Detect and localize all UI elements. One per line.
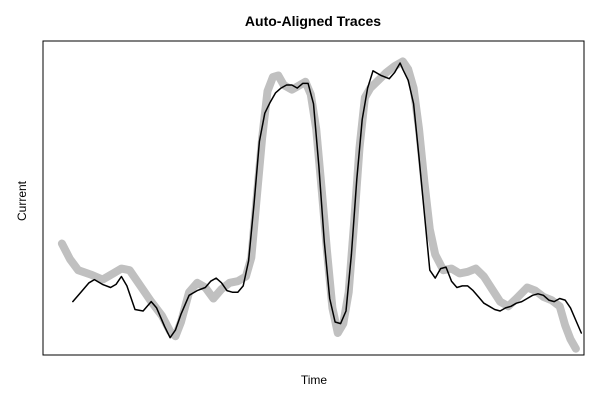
plot-frame: [42, 40, 585, 356]
y-axis-label: Current: [15, 180, 29, 221]
series-layer: [57, 57, 583, 353]
x-axis-label: Time: [301, 373, 328, 387]
chart-title: Auto-Aligned Traces: [245, 13, 381, 29]
trace-thick-gray: [57, 57, 580, 353]
trace-thin-black: [72, 62, 583, 339]
